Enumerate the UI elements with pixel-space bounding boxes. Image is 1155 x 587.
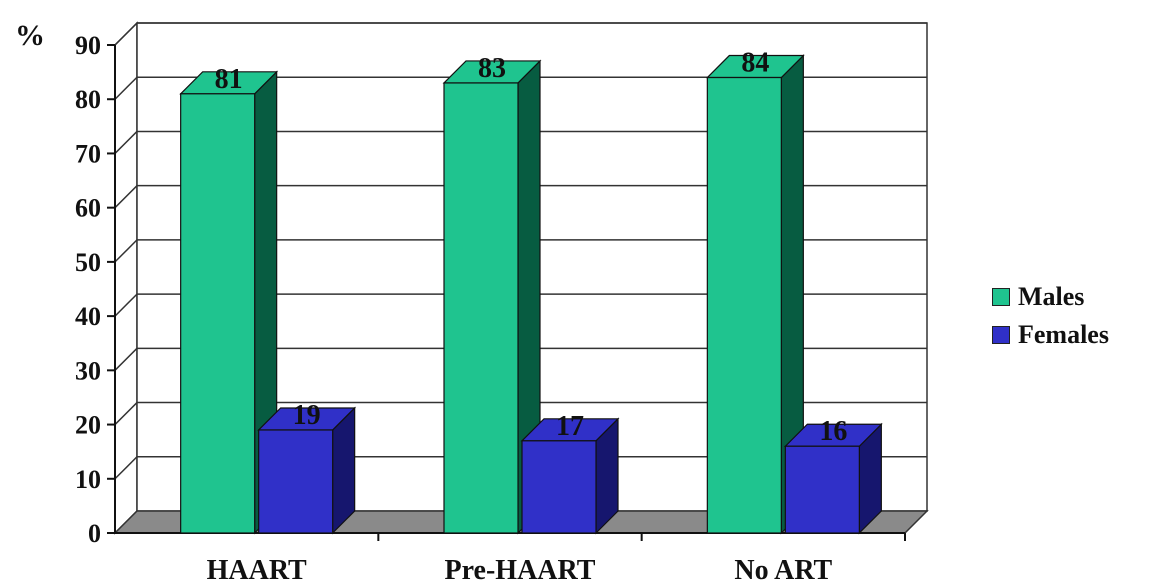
bar xyxy=(705,54,805,535)
y-tick-label: 70 xyxy=(75,139,101,168)
gridline-side xyxy=(114,130,138,154)
legend-label-females: Females xyxy=(1018,320,1109,349)
x-tick-label: HAART xyxy=(207,555,307,586)
data-labels: 81 19 83 17 84 16 xyxy=(215,48,848,448)
gridline-side xyxy=(114,22,138,46)
category-labels: HAART Pre-HAART No ART xyxy=(207,555,833,586)
legend-swatch-males xyxy=(992,288,1010,306)
y-tick-label: 0 xyxy=(88,519,101,548)
gridline-side xyxy=(114,239,138,263)
y-tick-label: 50 xyxy=(75,248,101,277)
x-tick-label: No ART xyxy=(734,555,832,586)
gridline-side xyxy=(114,456,138,480)
data-label: 84 xyxy=(741,48,769,79)
data-label: 83 xyxy=(478,53,506,84)
gridline-side xyxy=(114,293,138,317)
bar-front xyxy=(258,429,334,534)
bar xyxy=(520,417,620,535)
x-tick-label: Pre-HAART xyxy=(445,555,596,586)
gridline-side xyxy=(114,76,138,100)
bar-front xyxy=(706,76,782,534)
y-tick-label: 10 xyxy=(75,465,101,494)
gridline-side xyxy=(114,185,138,209)
bar xyxy=(257,406,357,535)
y-tick-label: 30 xyxy=(75,356,101,385)
y-tick-label: 80 xyxy=(75,85,101,114)
bar xyxy=(783,422,883,535)
legend-item-males: Males xyxy=(992,278,1109,316)
legend: Males Females xyxy=(992,278,1109,354)
bar-front xyxy=(180,93,256,534)
data-label: 17 xyxy=(556,411,584,442)
bar xyxy=(442,59,542,535)
side-wall xyxy=(114,21,138,535)
y-tick-label: 20 xyxy=(75,411,101,440)
y-tick-label: 90 xyxy=(75,31,101,60)
y-tick-labels: 0 10 20 30 40 50 60 70 80 90 xyxy=(75,31,101,548)
y-tick-label: 60 xyxy=(75,194,101,223)
y-axis-label: % xyxy=(15,19,45,52)
legend-label-males: Males xyxy=(1018,282,1085,311)
data-label: 19 xyxy=(293,400,321,431)
data-label: 81 xyxy=(215,64,243,95)
bar-front xyxy=(521,440,597,534)
gridline-side xyxy=(114,347,138,371)
bars xyxy=(179,54,883,535)
bar xyxy=(179,70,279,535)
legend-swatch-females xyxy=(992,326,1010,344)
y-tick-label: 40 xyxy=(75,302,101,331)
bar-front xyxy=(443,82,519,534)
bar-front xyxy=(784,445,860,534)
data-label: 16 xyxy=(819,416,847,447)
gridline-side xyxy=(114,402,138,426)
legend-item-females: Females xyxy=(992,316,1109,354)
